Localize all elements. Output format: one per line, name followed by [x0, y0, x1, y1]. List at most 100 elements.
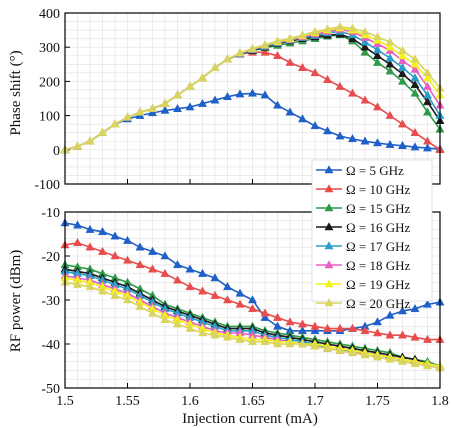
data-point	[397, 306, 408, 315]
data-point	[222, 332, 233, 341]
data-point	[372, 352, 383, 361]
data-point	[397, 50, 408, 60]
data-point	[85, 136, 95, 145]
data-point	[297, 114, 308, 123]
data-point	[110, 231, 120, 240]
rf-power-chart: -50 -40 -30 -20 -10 1.5 1.55 1.6 1.65 1.7 1.75 1.8 R…	[8, 159, 449, 409]
y-axis-label: RF power (dBm)	[8, 250, 24, 353]
data-point	[322, 126, 333, 135]
legend-marker	[324, 184, 334, 193]
data-point	[97, 226, 108, 236]
data-point	[360, 26, 370, 36]
data-point	[422, 299, 433, 308]
data-point	[410, 88, 420, 97]
legend-marker	[324, 241, 334, 250]
x-tick-label: 1.65	[240, 394, 265, 409]
data-point	[410, 358, 420, 368]
data-point	[272, 339, 283, 348]
data-point	[410, 127, 420, 136]
data-point	[72, 220, 83, 229]
data-point	[147, 103, 158, 113]
data-point	[235, 89, 245, 98]
data-point	[222, 295, 233, 304]
data-point	[210, 330, 220, 339]
data-point	[385, 42, 395, 51]
data-point	[97, 246, 108, 255]
data-point	[422, 107, 433, 116]
data-point	[272, 100, 283, 109]
data-point	[347, 347, 358, 357]
data-point	[422, 68, 433, 77]
data-point	[372, 32, 383, 41]
legend-label: Ω = 16 GHz	[346, 220, 411, 235]
data-point	[210, 95, 220, 104]
data-point	[147, 246, 158, 255]
legend: Ω = 5 GHz Ω = 10 GHz Ω = 15 GHz Ω = 16 GHz Ω…	[311, 159, 433, 311]
data-point	[347, 323, 358, 332]
data-point	[160, 268, 170, 277]
data-point	[122, 235, 133, 244]
data-point	[410, 64, 420, 73]
data-point	[260, 336, 270, 346]
data-point	[310, 321, 320, 330]
data-point	[297, 30, 308, 39]
data-point	[172, 319, 183, 328]
data-point	[247, 43, 258, 52]
data-point	[135, 259, 145, 269]
data-point	[372, 50, 383, 60]
y-tick-label: -40	[41, 338, 60, 353]
legend-marker	[324, 203, 334, 212]
data-point	[297, 339, 308, 348]
data-point	[360, 325, 370, 335]
data-point	[422, 143, 433, 152]
data-point	[235, 334, 245, 343]
data-point	[347, 23, 358, 32]
y-tick-label: -50	[41, 382, 60, 397]
data-point	[72, 141, 83, 150]
legend-marker	[324, 260, 334, 269]
data-point	[260, 312, 270, 321]
x-tick-label: 1.55	[115, 394, 140, 409]
data-point	[122, 295, 133, 304]
data-point	[197, 268, 208, 277]
x-tick-label: 1.7	[306, 394, 324, 409]
data-point	[160, 314, 170, 324]
data-point	[410, 73, 420, 82]
data-point	[360, 42, 370, 51]
data-point	[422, 334, 433, 343]
data-point	[122, 255, 133, 264]
y-tick-label: 100	[39, 110, 60, 125]
data-point	[135, 301, 145, 310]
axes-frame	[64, 12, 441, 185]
data-point	[185, 102, 195, 111]
x-tick-label: 1.8	[431, 394, 449, 409]
data-point	[385, 110, 395, 119]
data-point	[135, 107, 145, 116]
data-point	[135, 242, 145, 251]
data-point	[397, 45, 408, 54]
data-point	[372, 45, 383, 54]
data-point	[372, 138, 383, 147]
data-point	[235, 299, 245, 308]
data-point	[410, 303, 420, 313]
data-point	[197, 73, 208, 82]
data-point	[247, 295, 258, 304]
data-point	[247, 336, 258, 346]
data-point	[285, 33, 295, 42]
data-point	[397, 62, 408, 71]
y-tick-label: -10	[41, 206, 60, 221]
data-point	[260, 308, 270, 317]
data-point	[397, 356, 408, 365]
data-point	[385, 37, 395, 46]
data-point	[110, 251, 120, 260]
data-point	[310, 121, 320, 130]
data-point	[260, 47, 270, 56]
data-point	[72, 237, 83, 247]
data-point	[222, 281, 233, 291]
data-point	[285, 317, 295, 326]
data-point	[210, 62, 220, 71]
data-point	[297, 319, 308, 328]
data-point	[197, 328, 208, 337]
data-point	[97, 127, 108, 136]
